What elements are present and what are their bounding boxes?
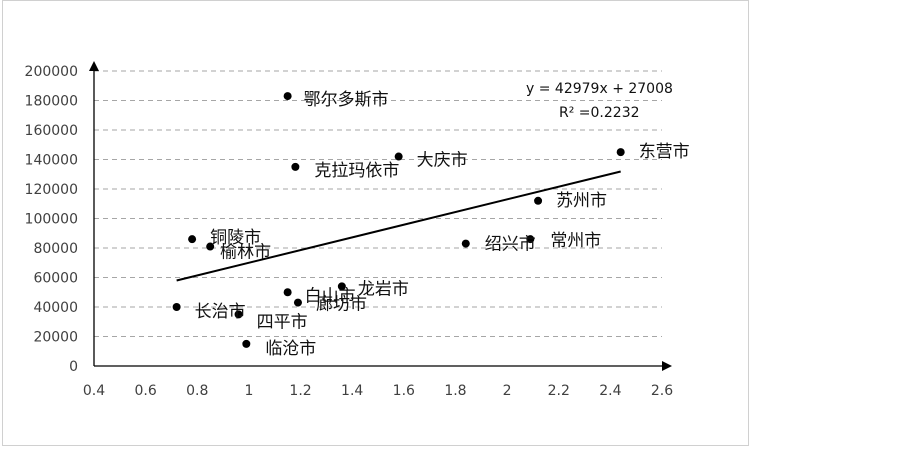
data-point (188, 235, 197, 244)
data-point (242, 339, 251, 348)
y-axis-arrow (89, 61, 99, 71)
data-point (234, 310, 243, 319)
y-tick-labels: 0 20000 40000 60000 80000 100000 120000 140000 1… (25, 64, 78, 375)
point-label: 廊坊市 (316, 295, 367, 315)
y-tick-label: 100000 (25, 212, 78, 228)
point-label: 东营市 (639, 142, 690, 162)
y-tick-label: 20000 (33, 330, 78, 346)
point-label: 克拉玛依市 (314, 161, 399, 181)
y-tick-label: 40000 (33, 300, 78, 316)
y-tick-label: 120000 (25, 182, 78, 198)
y-tick-label: 140000 (25, 153, 78, 169)
x-tick-label: 0.4 (83, 383, 105, 399)
axes (89, 61, 672, 371)
x-axis-arrow (662, 361, 672, 371)
data-point (461, 239, 470, 248)
y-tick-label: 180000 (25, 94, 78, 110)
data-point (293, 298, 302, 307)
point-label: 榆林市 (220, 243, 271, 263)
x-tick-label: 1 (244, 383, 253, 399)
data-point (526, 235, 535, 244)
data-point (283, 92, 292, 101)
y-tick-label: 200000 (25, 64, 78, 80)
data-point (291, 162, 300, 171)
chart-frame (2, 0, 749, 446)
y-tick-label: 80000 (33, 241, 78, 257)
x-tick-label: 1.8 (444, 383, 466, 399)
point-label: 四平市 (257, 312, 308, 332)
x-tick-label: 2.6 (651, 383, 673, 399)
trendline-r-squared: R² =0.2232 (559, 105, 640, 121)
point-label: 白山市 (305, 286, 356, 306)
y-tick-label: 160000 (25, 123, 78, 139)
x-tick-label: 2 (503, 383, 512, 399)
data-point (616, 148, 625, 157)
gridlines (94, 70, 662, 337)
point-label: 绍兴市 (485, 235, 536, 255)
trendline-equation: y = 42979x + 27008 (526, 81, 673, 97)
data-point (534, 196, 543, 205)
x-tick-label: 0.8 (186, 383, 208, 399)
point-label: 苏州市 (556, 191, 607, 211)
x-tick-label: 2.4 (599, 383, 621, 399)
point-label: 铜陵市 (210, 228, 261, 248)
point-label: 临沧市 (265, 339, 316, 359)
x-tick-label: 2.2 (548, 383, 570, 399)
y-tick-label: 60000 (33, 271, 78, 287)
data-point (337, 282, 346, 291)
trendline (176, 170, 621, 282)
point-label: 长治市 (195, 302, 246, 322)
point-label: 鄂尔多斯市 (304, 90, 389, 110)
x-tick-labels: 0.4 0.6 0.8 1 1.2 1.4 1.6 1.8 2 2.2 2.4 2.6 (83, 383, 673, 399)
point-label: 常州市 (550, 231, 601, 251)
trendline-line (176, 170, 621, 282)
data-point (206, 242, 215, 251)
data-point (283, 288, 292, 297)
x-tick-label: 0.6 (135, 383, 157, 399)
data-point (394, 152, 403, 161)
data-points (172, 92, 625, 348)
x-tick-label: 1.4 (341, 383, 363, 399)
data-point (172, 303, 181, 311)
x-tick-label: 1.2 (289, 383, 311, 399)
y-tick-label: 0 (69, 359, 78, 375)
point-label: 大庆市 (417, 151, 468, 171)
x-tick-label: 1.6 (393, 383, 415, 399)
point-label: 龙岩市 (358, 279, 409, 299)
